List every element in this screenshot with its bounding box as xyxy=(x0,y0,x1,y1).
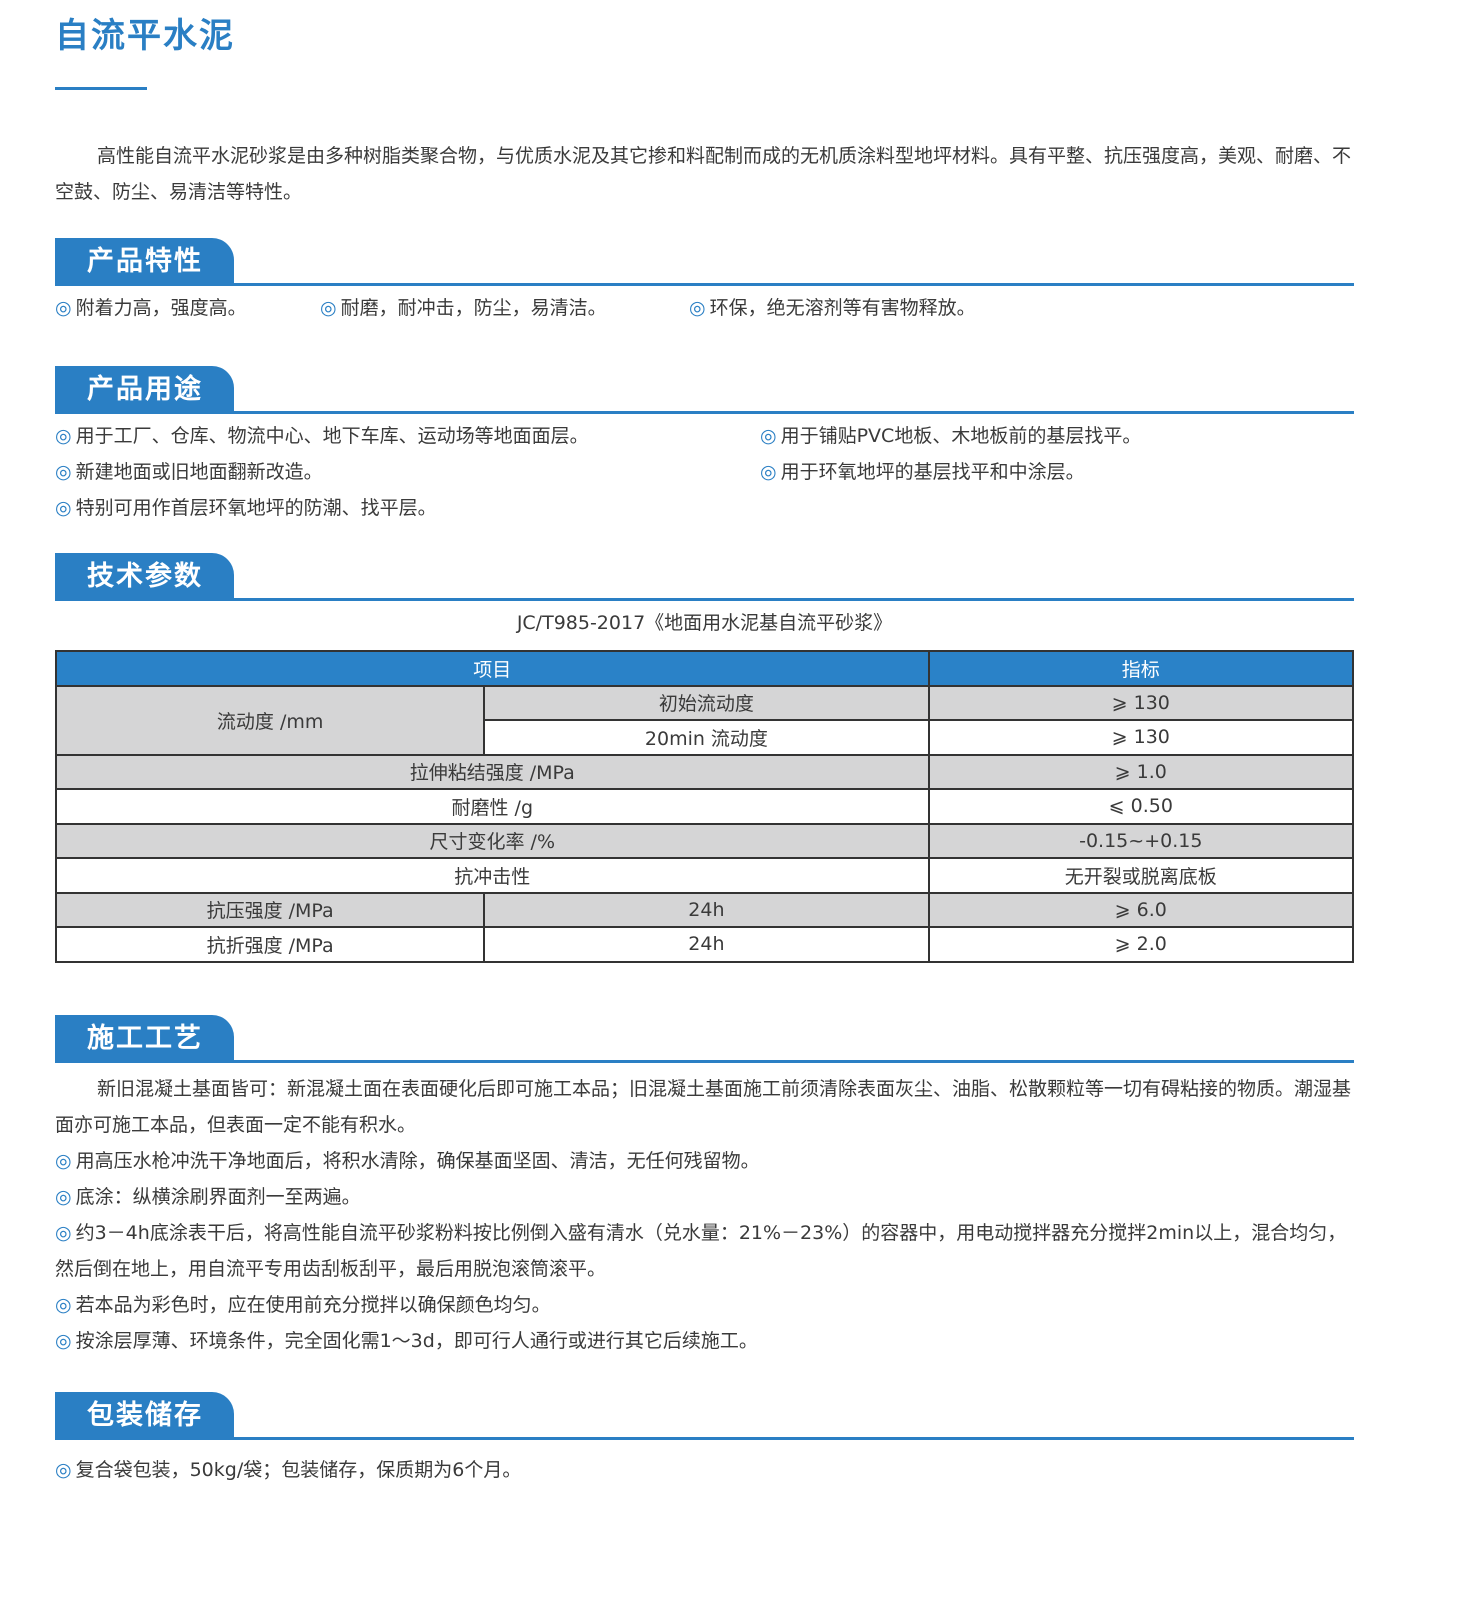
section-title: 包装储存 xyxy=(55,1392,234,1438)
list-item: ◎ 底涂：纵横涂刷界面剂一至两遍。 xyxy=(55,1186,361,1208)
intro-text: 高性能自流平水泥砂浆是由多种树脂类聚合物，与优质水泥及其它掺和料配制而成的无机质… xyxy=(55,145,1352,203)
bullet-icon: ◎ xyxy=(55,1459,72,1481)
list-item: ◎ 用于工厂、仓库、物流中心、地下车库、运动场等地面面层。 xyxy=(55,425,589,447)
list-item: ◎ 用高压水枪冲洗干净地面后，将积水清除，确保基面坚固、清洁，无任何残留物。 xyxy=(55,1150,760,1172)
list-item: ◎ 若本品为彩色时，应在使用前充分搅拌以确保颜色均匀。 xyxy=(55,1294,551,1316)
bullet-icon: ◎ xyxy=(55,297,72,319)
table-header-row: 项目 指标 xyxy=(55,650,1355,687)
bullet-icon: ◎ xyxy=(55,1222,72,1244)
section-features-header: 产品特性 xyxy=(55,238,1354,286)
bullet-icon: ◎ xyxy=(55,1150,72,1172)
section-packaging-header: 包装储存 xyxy=(55,1392,1354,1440)
bullet-icon: ◎ xyxy=(55,497,72,519)
list-item: ◎ 用于铺贴PVC地板、木地板前的基层找平。 xyxy=(760,425,1142,447)
table-row: 尺寸变化率 /% -0.15~+0.15 xyxy=(55,822,1355,859)
table-row: 耐磨性 /g ⩽ 0.50 xyxy=(55,788,1355,825)
table-row: 流动度 /mm 初始流动度 ⩾ 130 xyxy=(54,684,1355,756)
section-title: 技术参数 xyxy=(55,553,234,599)
list-item: ◎ 环保，绝无溶剂等有害物释放。 xyxy=(689,297,976,319)
section-title: 产品特性 xyxy=(55,238,234,284)
section-uses-header: 产品用途 xyxy=(55,366,1354,414)
section-params-header: 技术参数 xyxy=(55,553,1354,601)
section-process-header: 施工工艺 xyxy=(55,1015,1354,1063)
bullet-icon: ◎ xyxy=(760,461,777,483)
header-item: 项目 xyxy=(55,650,930,687)
bullet-icon: ◎ xyxy=(320,297,337,319)
list-item: ◎ 特别可用作首层环氧地坪的防潮、找平层。 xyxy=(55,497,437,519)
table-row: 20min 流动度 ⩾ 130 xyxy=(56,719,1355,756)
table-row: 拉伸粘结强度 /MPa ⩾ 1.0 xyxy=(55,753,1355,790)
list-item: ◎ 按涂层厚薄、环境条件，完全固化需1～3d，即可行人通行或进行其它后续施工。 xyxy=(55,1330,758,1352)
list-item: ◎ 复合袋包装，50kg/袋；包装储存，保质期为6个月。 xyxy=(55,1459,522,1481)
list-item: ◎ 耐磨，耐冲击，防尘，易清洁。 xyxy=(320,297,607,319)
bullet-icon: ◎ xyxy=(55,461,72,483)
list-item: ◎ 用于环氧地坪的基层找平和中涂层。 xyxy=(760,461,1085,483)
list-item: ◎ 新建地面或旧地面翻新改造。 xyxy=(55,461,323,483)
bullet-icon: ◎ xyxy=(760,425,777,447)
table-row: 抗折强度 /MPa 24h ⩾ 2.0 xyxy=(54,926,1355,963)
bullet-icon: ◎ xyxy=(55,1294,72,1316)
table-row: 抗压强度 /MPa 24h ⩾ 6.0 xyxy=(54,891,1355,928)
section-title: 施工工艺 xyxy=(55,1015,234,1061)
params-table: 项目 指标 流动度 /mm 初始流动度 ⩾ 130 20min 流动度 ⩾ 130 拉伸… xyxy=(54,650,1355,963)
bullet-icon: ◎ xyxy=(55,425,72,447)
title-underline xyxy=(55,87,147,90)
standard-caption: JC/T985-2017《地面用水泥基自流平砂浆》 xyxy=(516,612,893,634)
page-title: 自流平水泥 xyxy=(55,16,235,56)
process-intro: 新旧混凝土基面皆可：新混凝土面在表面硬化后即可施工本品；旧混凝土基面施工前须清除… xyxy=(55,1078,1352,1136)
bullet-icon: ◎ xyxy=(55,1330,72,1352)
bullet-icon: ◎ xyxy=(55,1186,72,1208)
section-title: 产品用途 xyxy=(55,366,234,412)
table-row: 抗冲击性 无开裂或脱离底板 xyxy=(55,857,1355,894)
bullet-icon: ◎ xyxy=(689,297,706,319)
list-item: ◎ 约3－4h底涂表干后，将高性能自流平砂浆粉料按比例倒入盛有清水（兑水量：21%… xyxy=(55,1222,1347,1280)
list-item: ◎ 附着力高，强度高。 xyxy=(55,297,247,319)
header-index: 指标 xyxy=(927,650,1355,687)
